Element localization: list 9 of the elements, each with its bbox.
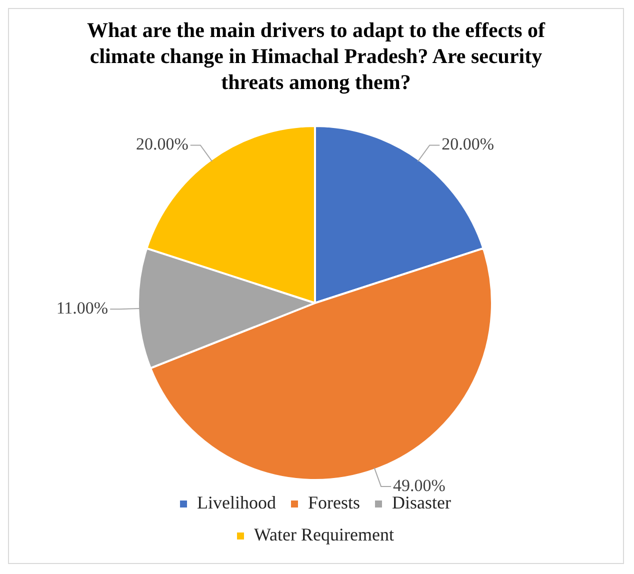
data-label: 20.00% [442,134,494,154]
legend-label: Water Requirement [254,524,394,545]
legend-label: Livelihood [197,492,276,513]
chart-title: What are the main drivers to adapt to the effects of climate change in Himachal Pradesh? Are security threats among them? [86,17,546,95]
legend-label: Forests [308,492,360,513]
legend-label: Disaster [392,492,451,513]
data-label: 11.00% [56,298,108,318]
data-label: 49.00% [393,476,446,495]
data-label: 20.00% [136,134,188,154]
